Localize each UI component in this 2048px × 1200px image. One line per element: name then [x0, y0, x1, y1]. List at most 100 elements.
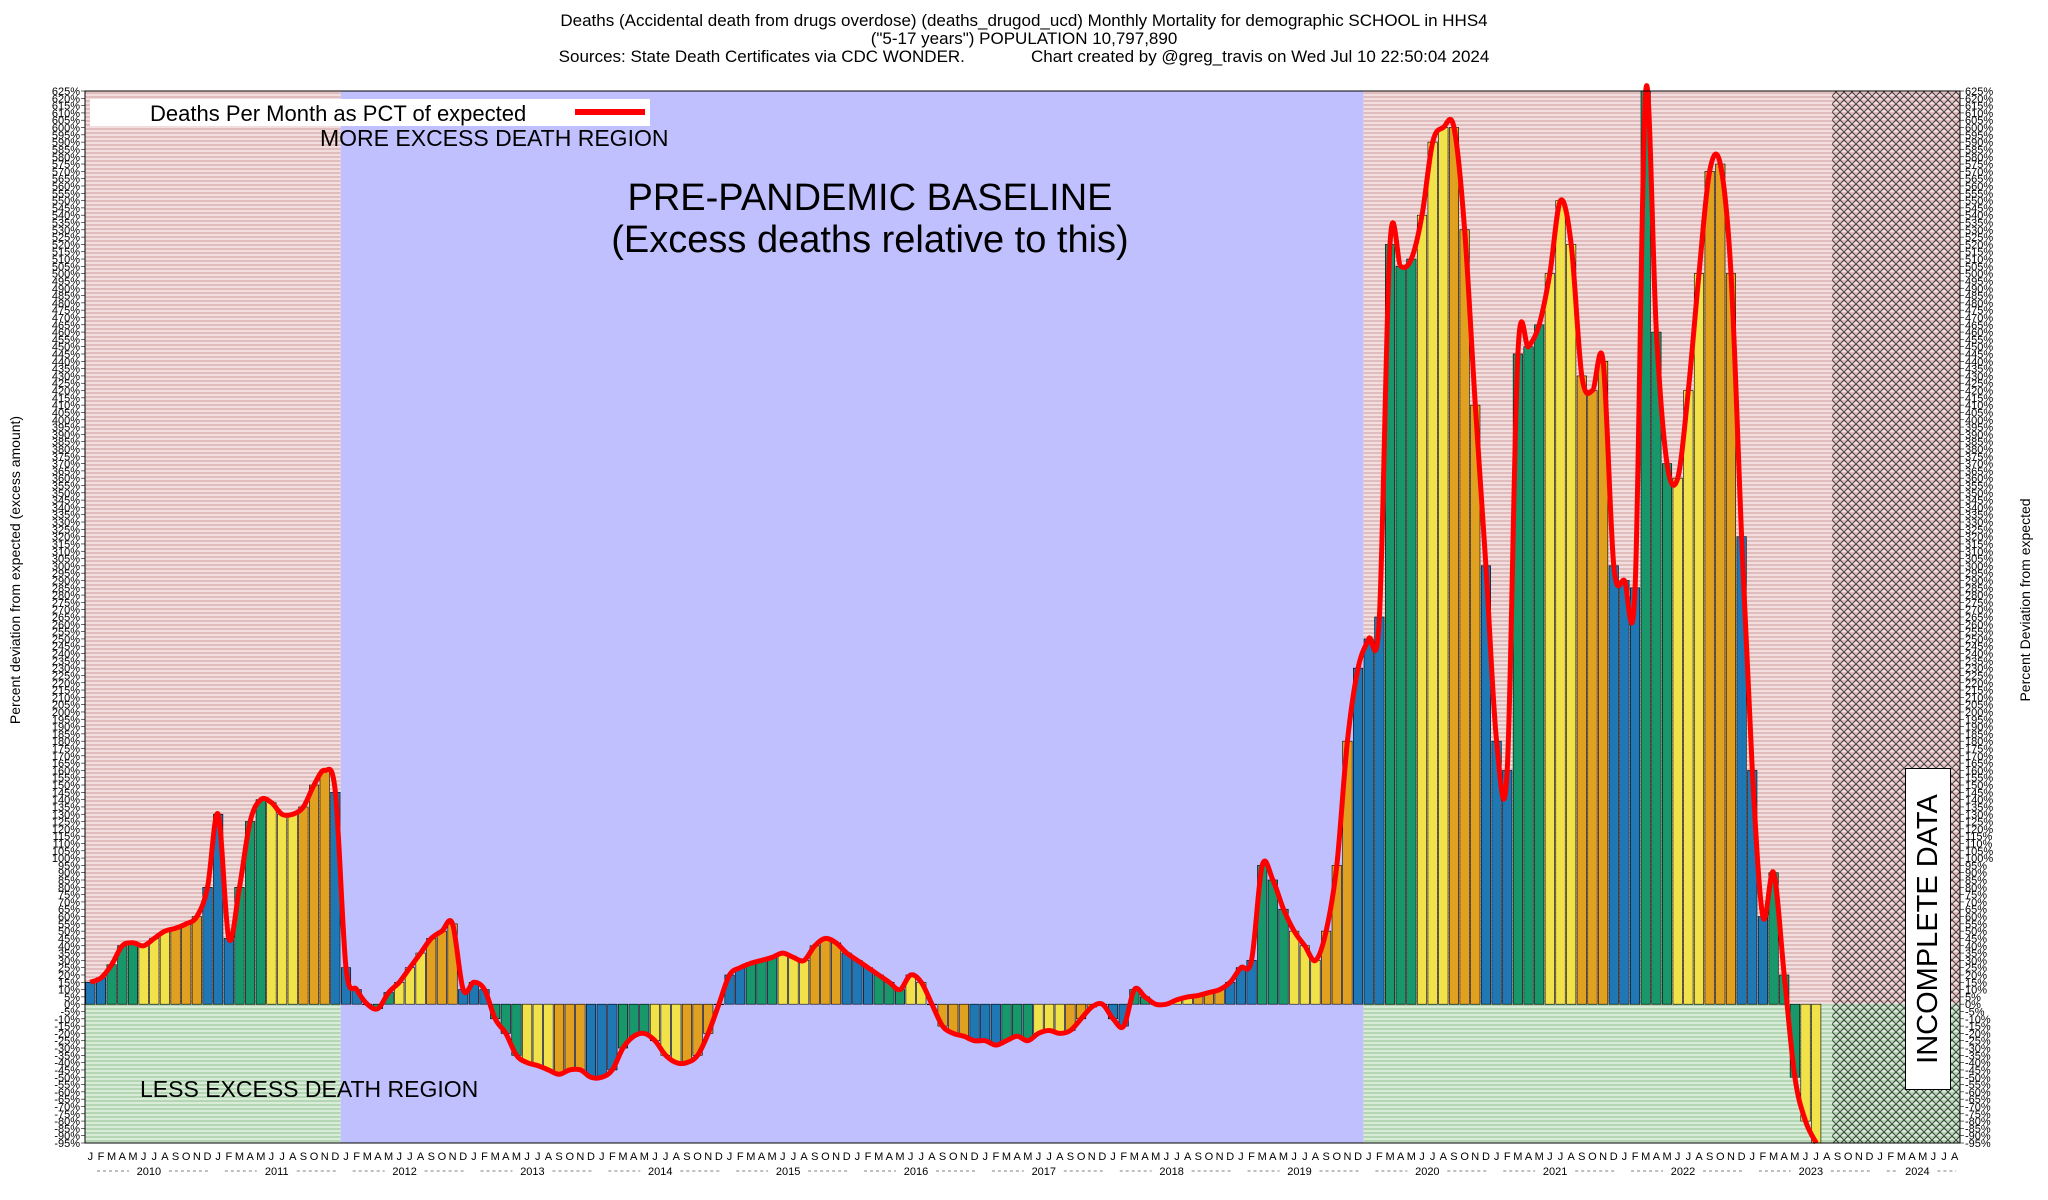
- x-tick-label: A: [502, 1151, 510, 1163]
- y-tick-label: 340%: [52, 502, 80, 514]
- x-tick-label: J: [663, 1151, 669, 1163]
- x-tick-label: M: [1023, 1151, 1032, 1163]
- y-tick-label: 335%: [52, 510, 80, 522]
- y-tick-label: -45%: [54, 1065, 80, 1077]
- bar: [767, 957, 778, 1005]
- baseline-region: [340, 91, 1364, 1143]
- x-tick-label: A: [1184, 1151, 1192, 1163]
- x-tick-label: N: [1855, 1151, 1863, 1163]
- y-tick-label: 485%: [1965, 291, 1993, 303]
- y-tick-label: 325%: [52, 524, 80, 536]
- y-tick-label: 365%: [1965, 466, 1993, 478]
- y-tick-label: 540%: [52, 210, 80, 222]
- y-tick-label: 310%: [52, 546, 80, 558]
- y-tick-label: 60%: [58, 912, 80, 924]
- bar: [1587, 390, 1598, 1005]
- bar: [1811, 1003, 1822, 1144]
- y-tick-label: 115%: [1965, 831, 1993, 843]
- x-tick-label: M: [746, 1151, 755, 1163]
- x-tick-label: D: [1354, 1151, 1362, 1163]
- y-tick-label: -95%: [54, 1138, 80, 1150]
- title-line-1: Deaths (Accidental death from drugs over…: [560, 11, 1488, 30]
- x-tick-label: A: [1056, 1151, 1064, 1163]
- x-tick-label: A: [1397, 1151, 1405, 1163]
- bar: [191, 916, 202, 1005]
- bar: [1374, 616, 1385, 1005]
- x-tick-label: M: [1918, 1151, 1927, 1163]
- x-tick-label: M: [1407, 1151, 1416, 1163]
- x-tick-label: A: [1653, 1151, 1661, 1163]
- x-tick-label: A: [1567, 1151, 1575, 1163]
- y-tick-label: 175%: [52, 744, 80, 756]
- x-tick-label: N: [704, 1151, 712, 1163]
- y-tick-label: 255%: [52, 627, 80, 639]
- bar: [948, 1003, 959, 1034]
- y-tick-label: 105%: [52, 846, 80, 858]
- x-tick-label: J: [343, 1151, 349, 1163]
- bar: [1395, 266, 1406, 1005]
- x-tick-label: J: [599, 1151, 605, 1163]
- y-tick-label: 595%: [1965, 130, 1993, 142]
- bar: [841, 952, 852, 1005]
- bar: [1619, 580, 1630, 1005]
- y-tick-label: 530%: [1965, 225, 1993, 237]
- y-tick-label: 105%: [1965, 846, 1993, 858]
- y-tick-label: 410%: [1965, 400, 1993, 412]
- year-label: 2010: [137, 1166, 161, 1178]
- bar: [1033, 1003, 1044, 1034]
- y-tick-label: 260%: [52, 619, 80, 631]
- y-tick-label: -50%: [54, 1072, 80, 1084]
- x-tick-label: A: [886, 1151, 894, 1163]
- y-tick-label: 585%: [52, 144, 80, 156]
- y-tick-label: 495%: [52, 276, 80, 288]
- bar: [1523, 346, 1534, 1005]
- y-tick-label: 205%: [52, 700, 80, 712]
- y-tick-label: 405%: [52, 407, 80, 419]
- y-tick-label: -80%: [1965, 1116, 1991, 1128]
- y-tick-label: 520%: [52, 239, 80, 251]
- x-tick-label: J: [1941, 1151, 1947, 1163]
- y-tick-label: 85%: [1965, 875, 1987, 887]
- y-tick-label: 0%: [64, 999, 80, 1011]
- x-tick-label: D: [715, 1151, 723, 1163]
- y-tick-label: -70%: [54, 1101, 80, 1113]
- x-tick-label: O: [1077, 1151, 1086, 1163]
- y-tick-label: 75%: [58, 890, 80, 902]
- y-tick-label: 420%: [52, 386, 80, 398]
- x-tick-label: N: [1343, 1151, 1351, 1163]
- x-tick-label: M: [1897, 1151, 1906, 1163]
- y-tick-label: 25%: [58, 963, 80, 975]
- x-tick-label: M: [491, 1151, 500, 1163]
- y-axis-label-right: Percent Deviation from expected: [2017, 498, 2033, 701]
- y-ticks-left: -95%-90%-85%-80%-75%-70%-65%-60%-55%-50%…: [52, 86, 85, 1150]
- y-tick-label: 330%: [1965, 517, 1993, 529]
- y-tick-label: -15%: [54, 1021, 80, 1033]
- bar: [1438, 127, 1449, 1005]
- y-tick-label: 130%: [52, 809, 80, 821]
- y-tick-label: 460%: [52, 327, 80, 339]
- bar: [436, 930, 447, 1005]
- year-label: 2021: [1543, 1166, 1567, 1178]
- x-tick-label: M: [1002, 1151, 1011, 1163]
- x-tick-label: F: [481, 1151, 488, 1163]
- x-tick-label: A: [673, 1151, 681, 1163]
- x-tick-label: M: [1769, 1151, 1778, 1163]
- x-tick-label: A: [246, 1151, 254, 1163]
- x-tick-label: J: [1291, 1151, 1297, 1163]
- x-tick-label: M: [107, 1151, 116, 1163]
- bar: [255, 799, 266, 1005]
- y-tick-label: 550%: [1965, 196, 1993, 208]
- y-tick-label: 320%: [52, 532, 80, 544]
- x-tick-label: J: [855, 1151, 861, 1163]
- y-tick-label: -60%: [54, 1087, 80, 1099]
- y-tick-label: 280%: [52, 590, 80, 602]
- y-tick-label: 600%: [52, 123, 80, 135]
- y-tick-label: 515%: [52, 247, 80, 259]
- bar: [1406, 258, 1417, 1005]
- y-tick-label: 305%: [1965, 554, 1993, 566]
- x-tick-label: S: [428, 1151, 435, 1163]
- y-tick-label: 465%: [52, 320, 80, 332]
- bar: [639, 1003, 650, 1034]
- y-tick-label: 10%: [1965, 985, 1987, 997]
